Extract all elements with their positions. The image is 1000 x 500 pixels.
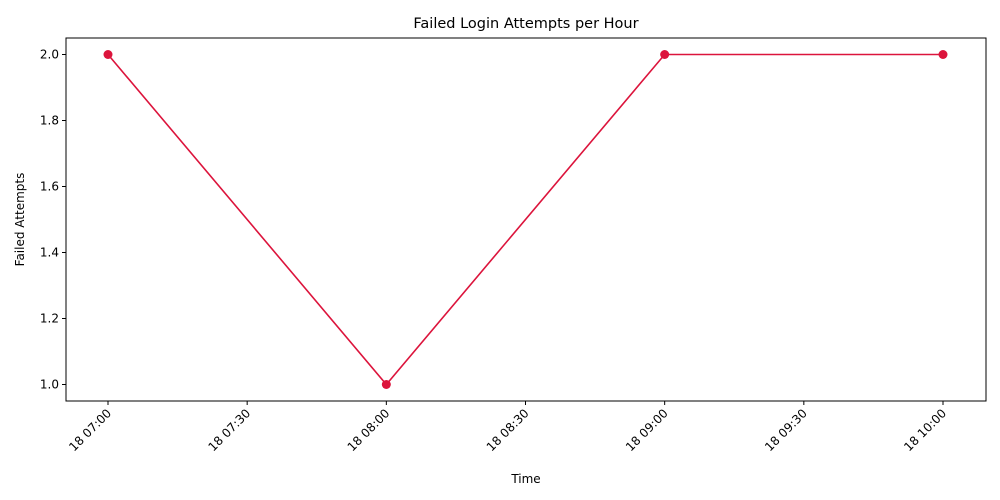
x-axis: 18 07:00 18 07:30 18 08:00 18 08:30 18 09:00…: [66, 401, 949, 454]
y-tick-label: 1.8: [40, 114, 59, 128]
data-point-marker: [660, 50, 670, 59]
x-tick-label: 18 07:00: [66, 406, 114, 454]
x-tick-label: 18 10:00: [901, 406, 949, 454]
x-tick-label: 18 09:30: [762, 406, 810, 454]
y-tick-label: 1.6: [40, 180, 59, 194]
data-point-marker: [103, 50, 113, 59]
x-tick-label: 18 07:30: [205, 406, 253, 454]
chart-title: Failed Login Attempts per Hour: [413, 16, 638, 32]
y-tick-label: 1.0: [40, 378, 59, 392]
y-tick-label: 1.2: [40, 312, 59, 326]
data-point-marker: [938, 50, 948, 59]
x-tick-label: 18 08:30: [484, 406, 532, 454]
y-tick-label: 2.0: [40, 48, 59, 62]
x-tick-label: 18 09:00: [623, 406, 671, 454]
y-axis-label: Failed Attempts: [13, 173, 27, 267]
y-axis: 1.0 1.2 1.4 1.6 1.8 2.0: [40, 48, 66, 392]
series-layer: [103, 50, 948, 389]
series-line: [107, 53, 943, 386]
x-axis-label: Time: [510, 472, 540, 486]
x-tick-label: 18 08:00: [345, 406, 393, 454]
y-tick-label: 1.4: [40, 246, 59, 260]
data-point-marker: [381, 380, 391, 389]
